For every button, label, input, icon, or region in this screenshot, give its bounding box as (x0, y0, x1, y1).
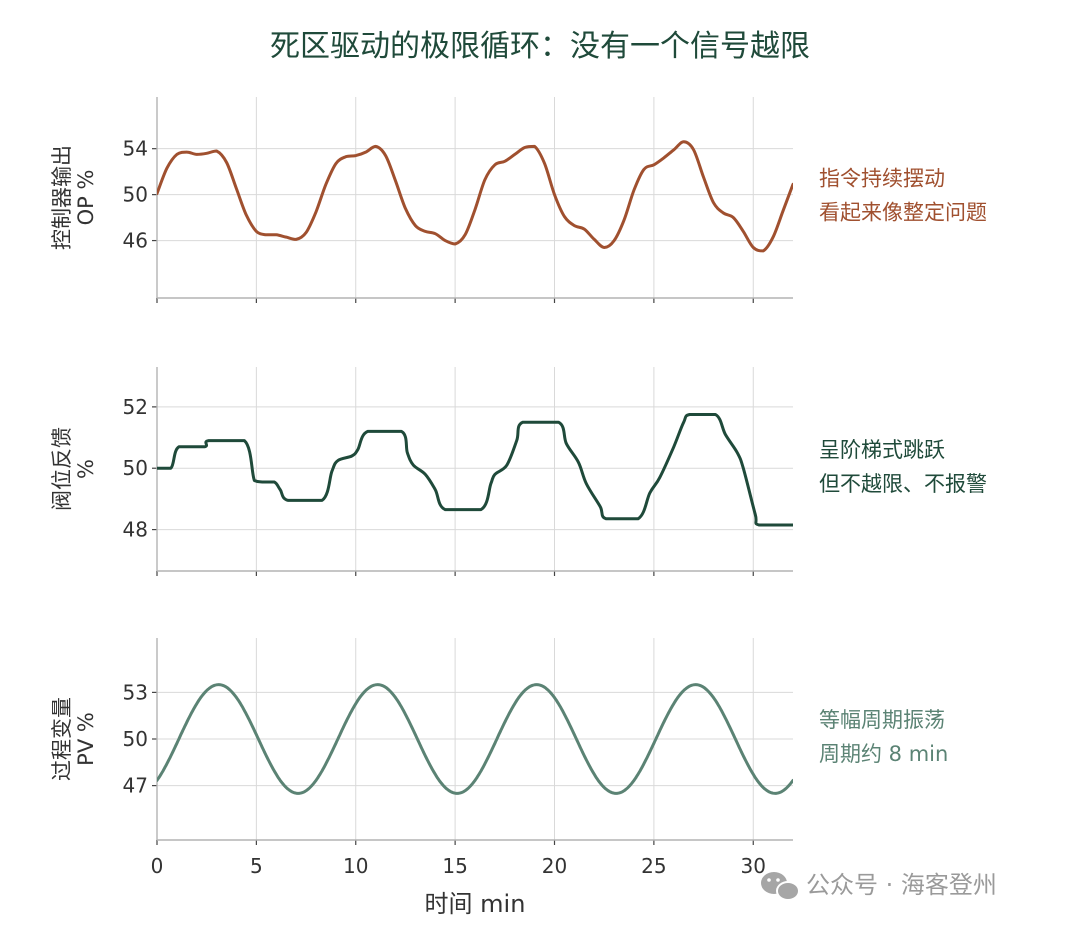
x-tick-label: 25 (641, 854, 666, 878)
x-tick-label: 10 (343, 854, 368, 878)
y-tick-label: 46 (123, 229, 148, 253)
panel-annotation: 呈阶梯式跳跃但不越限、不报警 (819, 438, 987, 496)
annotation-line: 呈阶梯式跳跃 (819, 438, 945, 462)
x-tick-label: 15 (442, 854, 467, 878)
annotation-line: 等幅周期振荡 (819, 708, 945, 732)
panel-valve: 48 50 52 阀位反馈% 呈阶梯式跳跃但不越限、不报警 (50, 367, 987, 576)
annotation-line: 周期约 8 min (819, 742, 948, 766)
y-axis-label-line1: 过程变量 (50, 697, 74, 781)
chart-title: 死区驱动的极限循环：没有一个信号越限 (270, 29, 810, 64)
panel-op: 46 50 54 控制器输出OP % 指令持续摆动看起来像整定问题 (50, 97, 987, 303)
y-tick-label: 52 (123, 395, 148, 419)
y-axis-label-line2: % (74, 459, 98, 479)
y-tick-label: 54 (123, 137, 148, 161)
x-tick-label: 20 (542, 854, 567, 878)
annotation-line: 看起来像整定问题 (819, 201, 987, 225)
series-line-op (157, 140, 793, 253)
y-tick-label: 50 (123, 727, 148, 751)
y-axis-label: 阀位反馈% (50, 427, 98, 511)
annotation-line: 但不越限、不报警 (819, 472, 987, 496)
y-tick-label: 50 (123, 183, 148, 207)
x-axis-label: 时间 min (425, 890, 526, 918)
wechat-icon (761, 872, 800, 901)
series-line-valve (157, 413, 793, 527)
panel-pv: 47 50 53 过程变量PV % 等幅周期振荡周期约 8 min (50, 638, 948, 845)
y-axis-label-line1: 控制器输出 (50, 145, 74, 250)
y-axis-label-line2: PV % (74, 712, 98, 766)
panel-annotation: 等幅周期振荡周期约 8 min (819, 708, 948, 766)
watermark: 公众号 · 海客登州 (761, 871, 997, 901)
y-tick-label: 50 (123, 456, 148, 480)
y-axis-label: 控制器输出OP % (50, 145, 98, 250)
annotation-line: 指令持续摆动 (819, 167, 945, 191)
x-tick-label: 30 (741, 854, 766, 878)
x-tick-label: 0 (151, 854, 164, 878)
y-tick-label: 47 (123, 774, 148, 798)
y-tick-label: 53 (123, 680, 148, 704)
y-axis-label: 过程变量PV % (50, 697, 98, 781)
x-tick-labels: 0 5 10 15 20 25 30 (151, 854, 766, 878)
watermark-text: 公众号 · 海客登州 (806, 871, 997, 899)
y-axis-label-line2: OP % (74, 170, 98, 226)
panel-annotation: 指令持续摆动看起来像整定问题 (819, 167, 987, 225)
y-axis-label-line1: 阀位反馈 (50, 427, 74, 511)
x-tick-label: 5 (250, 854, 263, 878)
series-line-pv (157, 683, 793, 795)
y-tick-label: 48 (123, 518, 148, 542)
